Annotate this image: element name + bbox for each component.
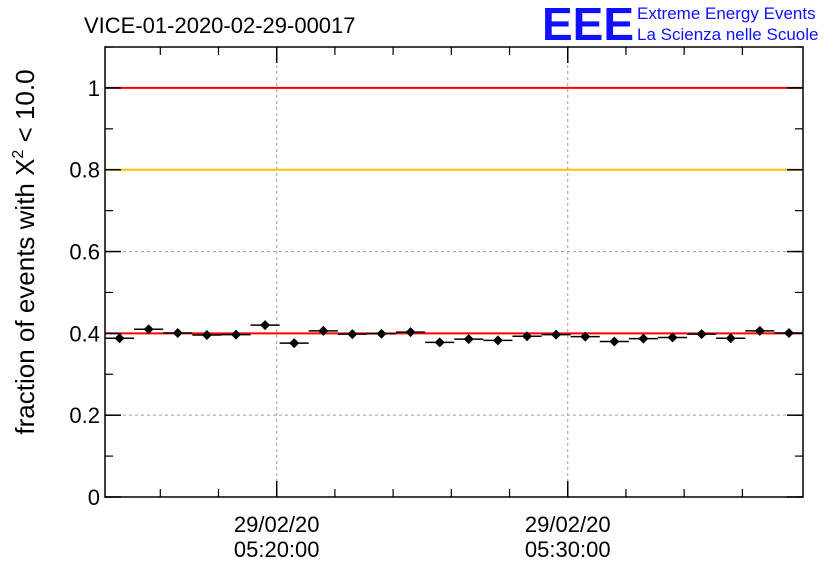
y-tick-label: 0.6 (69, 240, 100, 265)
data-point (667, 332, 678, 343)
plot-frame (104, 46, 804, 498)
data-point (434, 337, 445, 348)
y-tick-label: 1 (88, 76, 100, 101)
x-tick-label-date: 29/02/20 (234, 512, 320, 537)
chart-title: VICE-01-2020-02-29-00017 (84, 13, 356, 38)
data-point (463, 334, 474, 345)
data-point (230, 329, 241, 340)
logo-mark: EEE (542, 0, 634, 50)
data-point (754, 325, 765, 336)
data-point (201, 330, 212, 340)
data-point (143, 324, 154, 335)
x-tick-label-time: 05:30:00 (525, 537, 611, 562)
y-tick-label: 0.4 (69, 321, 100, 346)
y-axis-label-symbol: X (10, 159, 40, 176)
axis-ticks (105, 46, 803, 498)
data-point (638, 333, 649, 344)
data-point (609, 336, 620, 347)
data-point (696, 329, 707, 340)
data-point (114, 333, 125, 344)
y-axis-label: fraction of events with X2 < 10.0 (10, 69, 40, 434)
data-point (318, 325, 329, 336)
data-point (725, 333, 736, 344)
data-points (105, 320, 804, 349)
x-tick-label-time: 05:20:00 (234, 537, 320, 562)
grid-lines (105, 47, 803, 497)
data-point (522, 331, 533, 342)
y-axis-label-superscript: 2 (10, 150, 27, 159)
data-point (347, 329, 358, 340)
y-axis-label-suffix: < 10.0 (10, 69, 40, 149)
tick-labels: 00.20.40.60.8129/02/2005:20:0029/02/2005… (69, 76, 610, 562)
y-tick-label: 0.2 (69, 403, 100, 428)
y-tick-label: 0.8 (69, 158, 100, 183)
data-point (260, 320, 271, 331)
data-point (405, 327, 416, 338)
data-point (551, 329, 562, 340)
y-tick-label: 0 (88, 485, 100, 510)
logo-line-2: La Scienza nelle Scuole (637, 25, 818, 44)
reference-lines (105, 86, 803, 335)
y-axis-label-prefix: fraction of events with (10, 176, 40, 435)
eee-logo: EEE Extreme Energy Events La Scienza nel… (542, 0, 818, 50)
x-tick-label-date: 29/02/20 (525, 512, 611, 537)
data-point (289, 338, 300, 349)
data-point (172, 327, 183, 338)
data-point (492, 335, 503, 346)
logo-line-1: Extreme Energy Events (637, 4, 816, 23)
data-point (580, 331, 591, 342)
data-point (376, 328, 387, 339)
